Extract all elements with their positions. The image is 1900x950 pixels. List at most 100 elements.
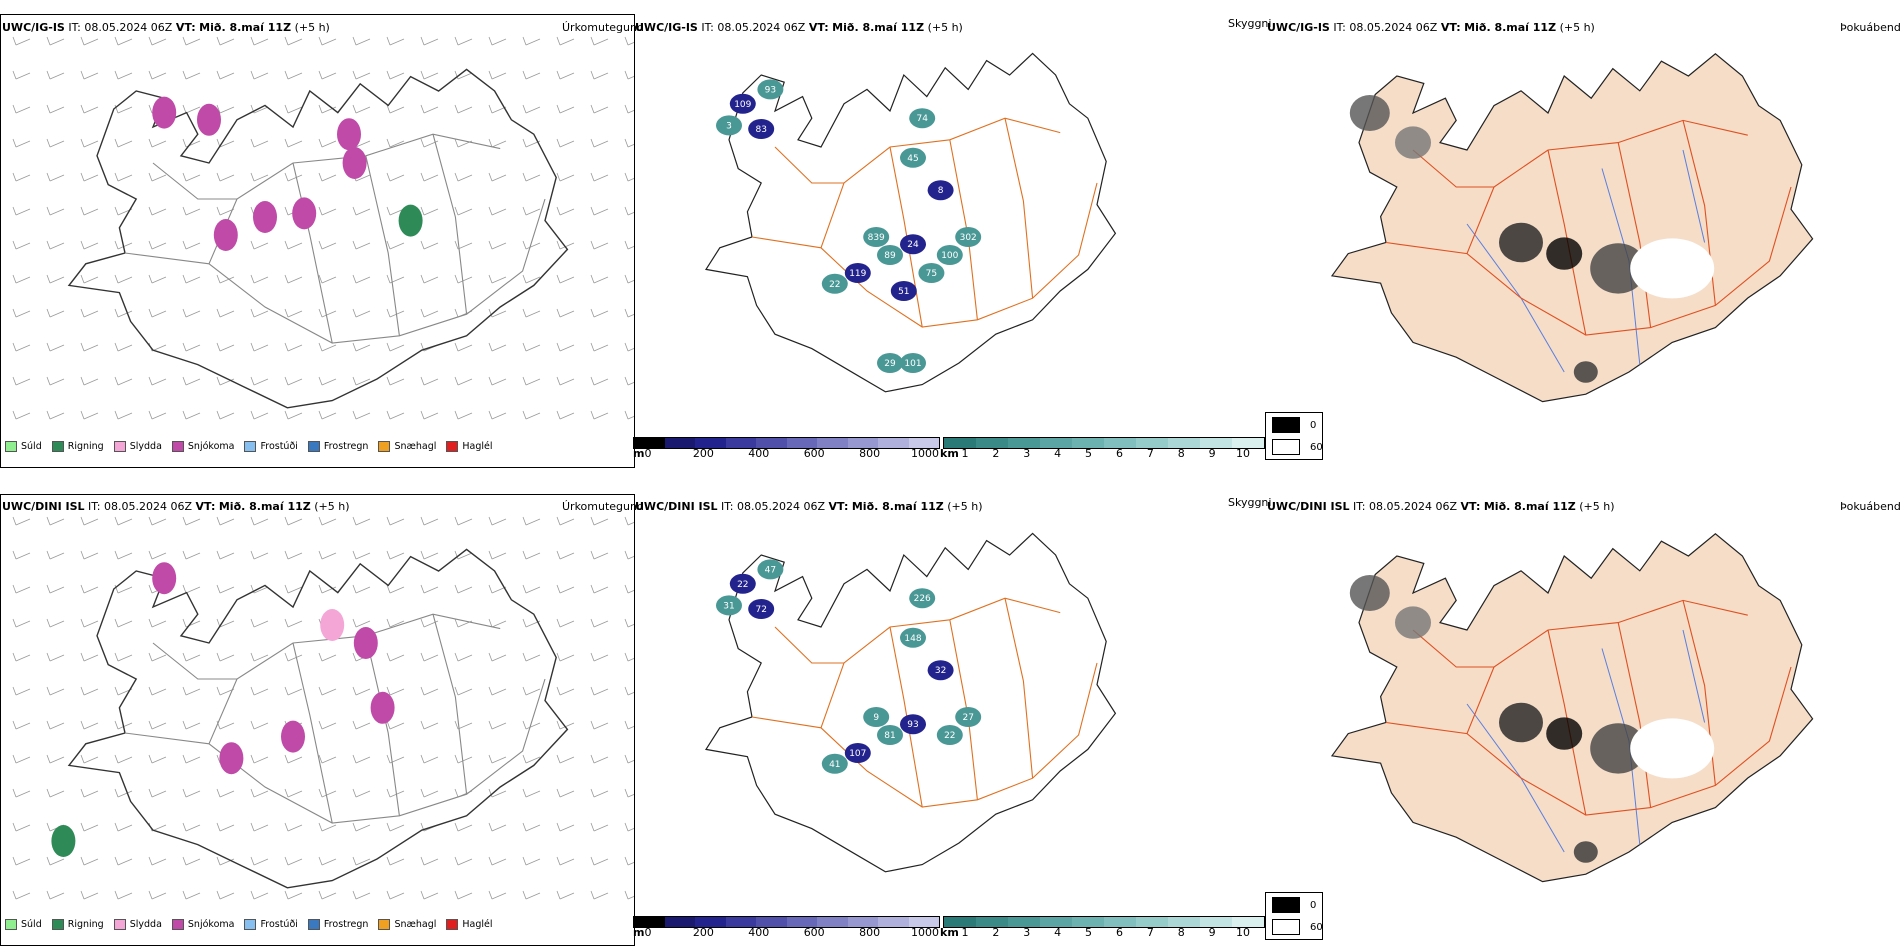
colorbar-segment [908,438,939,448]
low-visibility-area [716,595,742,616]
low-visibility-area [927,180,954,201]
fog-legend-low: 60 [1310,921,1323,933]
precip-area [197,103,221,136]
vt-value: Mið. 8.maí 11Z [218,500,311,513]
low-visibility-area [757,559,784,580]
legend-swatch [113,441,126,452]
row2-vis-header: UWC/DINI ISL IT: 08.05.2024 06Z VT: Mið.… [635,500,983,513]
legend-swatch [171,441,184,452]
colorbar-tick-label: 10 [1236,447,1250,460]
colorbar-tick-label: 0 [644,926,652,939]
coastline [705,52,1117,393]
precip-area [353,627,378,659]
legend-swatch [51,441,64,452]
fog-legend-high: 0 [1310,419,1317,431]
legend-item: Snæhagl [378,441,436,452]
low-visibility-area [821,273,848,294]
visibility-label: 81 [884,731,895,741]
precip-area [281,720,305,753]
legend-item: Frostúði [244,441,298,452]
colorbar-segment [944,438,976,448]
colorbar-segment [725,438,756,448]
low-visibility-area [900,627,926,648]
colorbar-tick-label: 600 [803,926,825,939]
colorbar-segment [1232,438,1264,448]
lead-time: (+5 h) [1559,21,1595,34]
legend-item: Haglél [446,441,493,452]
visibility-m-colorbar [633,437,940,449]
visibility-label: 839 [868,233,885,243]
legend-item: Rigning [51,919,104,930]
colorbar-segment [756,438,787,448]
legend-swatch [171,919,184,930]
colorbar-tick-label: 600 [803,447,825,460]
low-visibility-area [729,573,756,594]
legend-label: Frostúði [260,919,298,930]
legend-item: Súld [5,441,42,452]
row2-ptype-title: Úrkomutegund [562,500,644,513]
precip-area [51,825,76,857]
visibility-label: 24 [907,240,919,250]
colorbar-segment [1008,438,1040,448]
row1-vis-header: UWC/IG-IS IT: 08.05.2024 06Z VT: Mið. 8.… [635,21,963,34]
legend-swatch [378,441,391,452]
visibility-label: 3 [726,121,732,131]
low-visibility-area [863,227,890,247]
colorbar-segment [1136,917,1168,927]
colorbar-segment [695,917,726,927]
row2-fog-title: Þokuábendi [1840,500,1900,513]
legend-item: Haglél [446,919,493,930]
colorbar-tick-label: 2 [992,447,1000,460]
it-label: IT: [701,21,714,34]
legend-swatch [378,919,391,930]
colorbar-segment [944,917,976,927]
colorbar-segment [1040,917,1072,927]
fog-area [1349,575,1390,611]
colorbar-segment [634,438,665,448]
colorbar-segment [1168,438,1200,448]
colorbar-tick-label: 3 [1023,926,1031,939]
precip-area [398,204,423,237]
colorbar-tick-label: 200 [692,926,714,939]
visibility-label: 93 [907,720,918,730]
legend-swatch [5,919,17,930]
colorbar-segment [976,917,1008,927]
lead-time: (+5 h) [927,21,963,34]
fog-legend-low: 60 [1310,441,1323,453]
precip-type-map [12,36,634,420]
visibility-m-unit: m [633,447,645,460]
visibility-label: 45 [907,154,918,164]
colorbar-segment [847,438,878,448]
vt-value: Mið. 8.maí 11Z [199,21,292,34]
visibility-label: 74 [916,114,928,124]
fog-index-map [1330,53,1814,403]
visibility-m-colorbar [633,916,940,928]
colorbar-segment [1200,917,1232,927]
legend-label: Frostregn [323,441,369,452]
legend-label: Frostregn [323,919,369,930]
colorbar-tick-label: 1 [961,926,969,939]
low-visibility-area [757,79,784,100]
low-visibility-area [877,353,903,373]
fog-area [1573,841,1598,863]
visibility-m-unit: m [633,926,645,939]
row2-ptype-header: UWC/DINI ISL IT: 08.05.2024 06Z VT: Mið.… [2,500,350,513]
low-visibility-area [877,725,903,745]
coastline [705,532,1117,873]
colorbar-segment [1008,917,1040,927]
model-name: UWC/IG-IS [635,21,698,34]
road-network [124,133,546,344]
colorbar-segment [817,438,848,448]
visibility-km-colorbar [943,437,1265,449]
legend-swatch [307,919,320,930]
colorbar-tick-label: 3 [1023,447,1031,460]
legend-item: Snjókoma [171,919,234,930]
vt-value: Mið. 8.maí 11Z [1483,500,1576,513]
legend-label: Snæhagl [394,441,437,452]
it-value: 08.05.2024 06Z [1369,500,1458,513]
visibility-label: 148 [904,634,921,644]
row1-fog-header: UWC/IG-IS IT: 08.05.2024 06Z VT: Mið. 8.… [1267,21,1595,34]
it-value: 08.05.2024 06Z [737,500,826,513]
legend-label: Súld [21,919,42,930]
legend-item: Frostregn [307,919,369,930]
